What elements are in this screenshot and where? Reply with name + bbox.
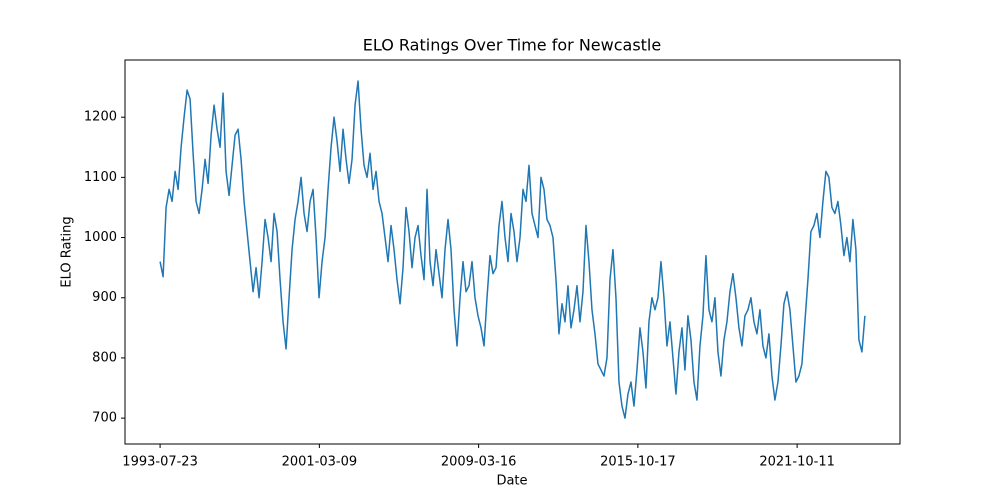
y-tick-label: 1000 [84, 230, 117, 245]
y-tick-label: 1200 [84, 110, 117, 125]
y-axis-label: ELO Rating [60, 216, 75, 287]
chart-title: ELO Ratings Over Time for Newcastle [363, 36, 661, 55]
x-tick-label: 2009-03-16 [441, 455, 517, 470]
line [159, 80, 866, 419]
x-tick-label: 2015-10-17 [600, 455, 676, 470]
x-tick-label: 1993-07-23 [122, 455, 198, 470]
x-axis-label: Date [496, 474, 527, 489]
y-tick-label: 700 [92, 411, 117, 426]
y-tick-label: 900 [92, 290, 117, 305]
x-tick-label: 2001-03-09 [282, 455, 358, 470]
plot-frame [124, 59, 901, 445]
y-tick-label: 1100 [84, 170, 117, 185]
y-tick-label: 800 [92, 350, 117, 365]
x-tick-label: 2021-10-11 [759, 455, 835, 470]
